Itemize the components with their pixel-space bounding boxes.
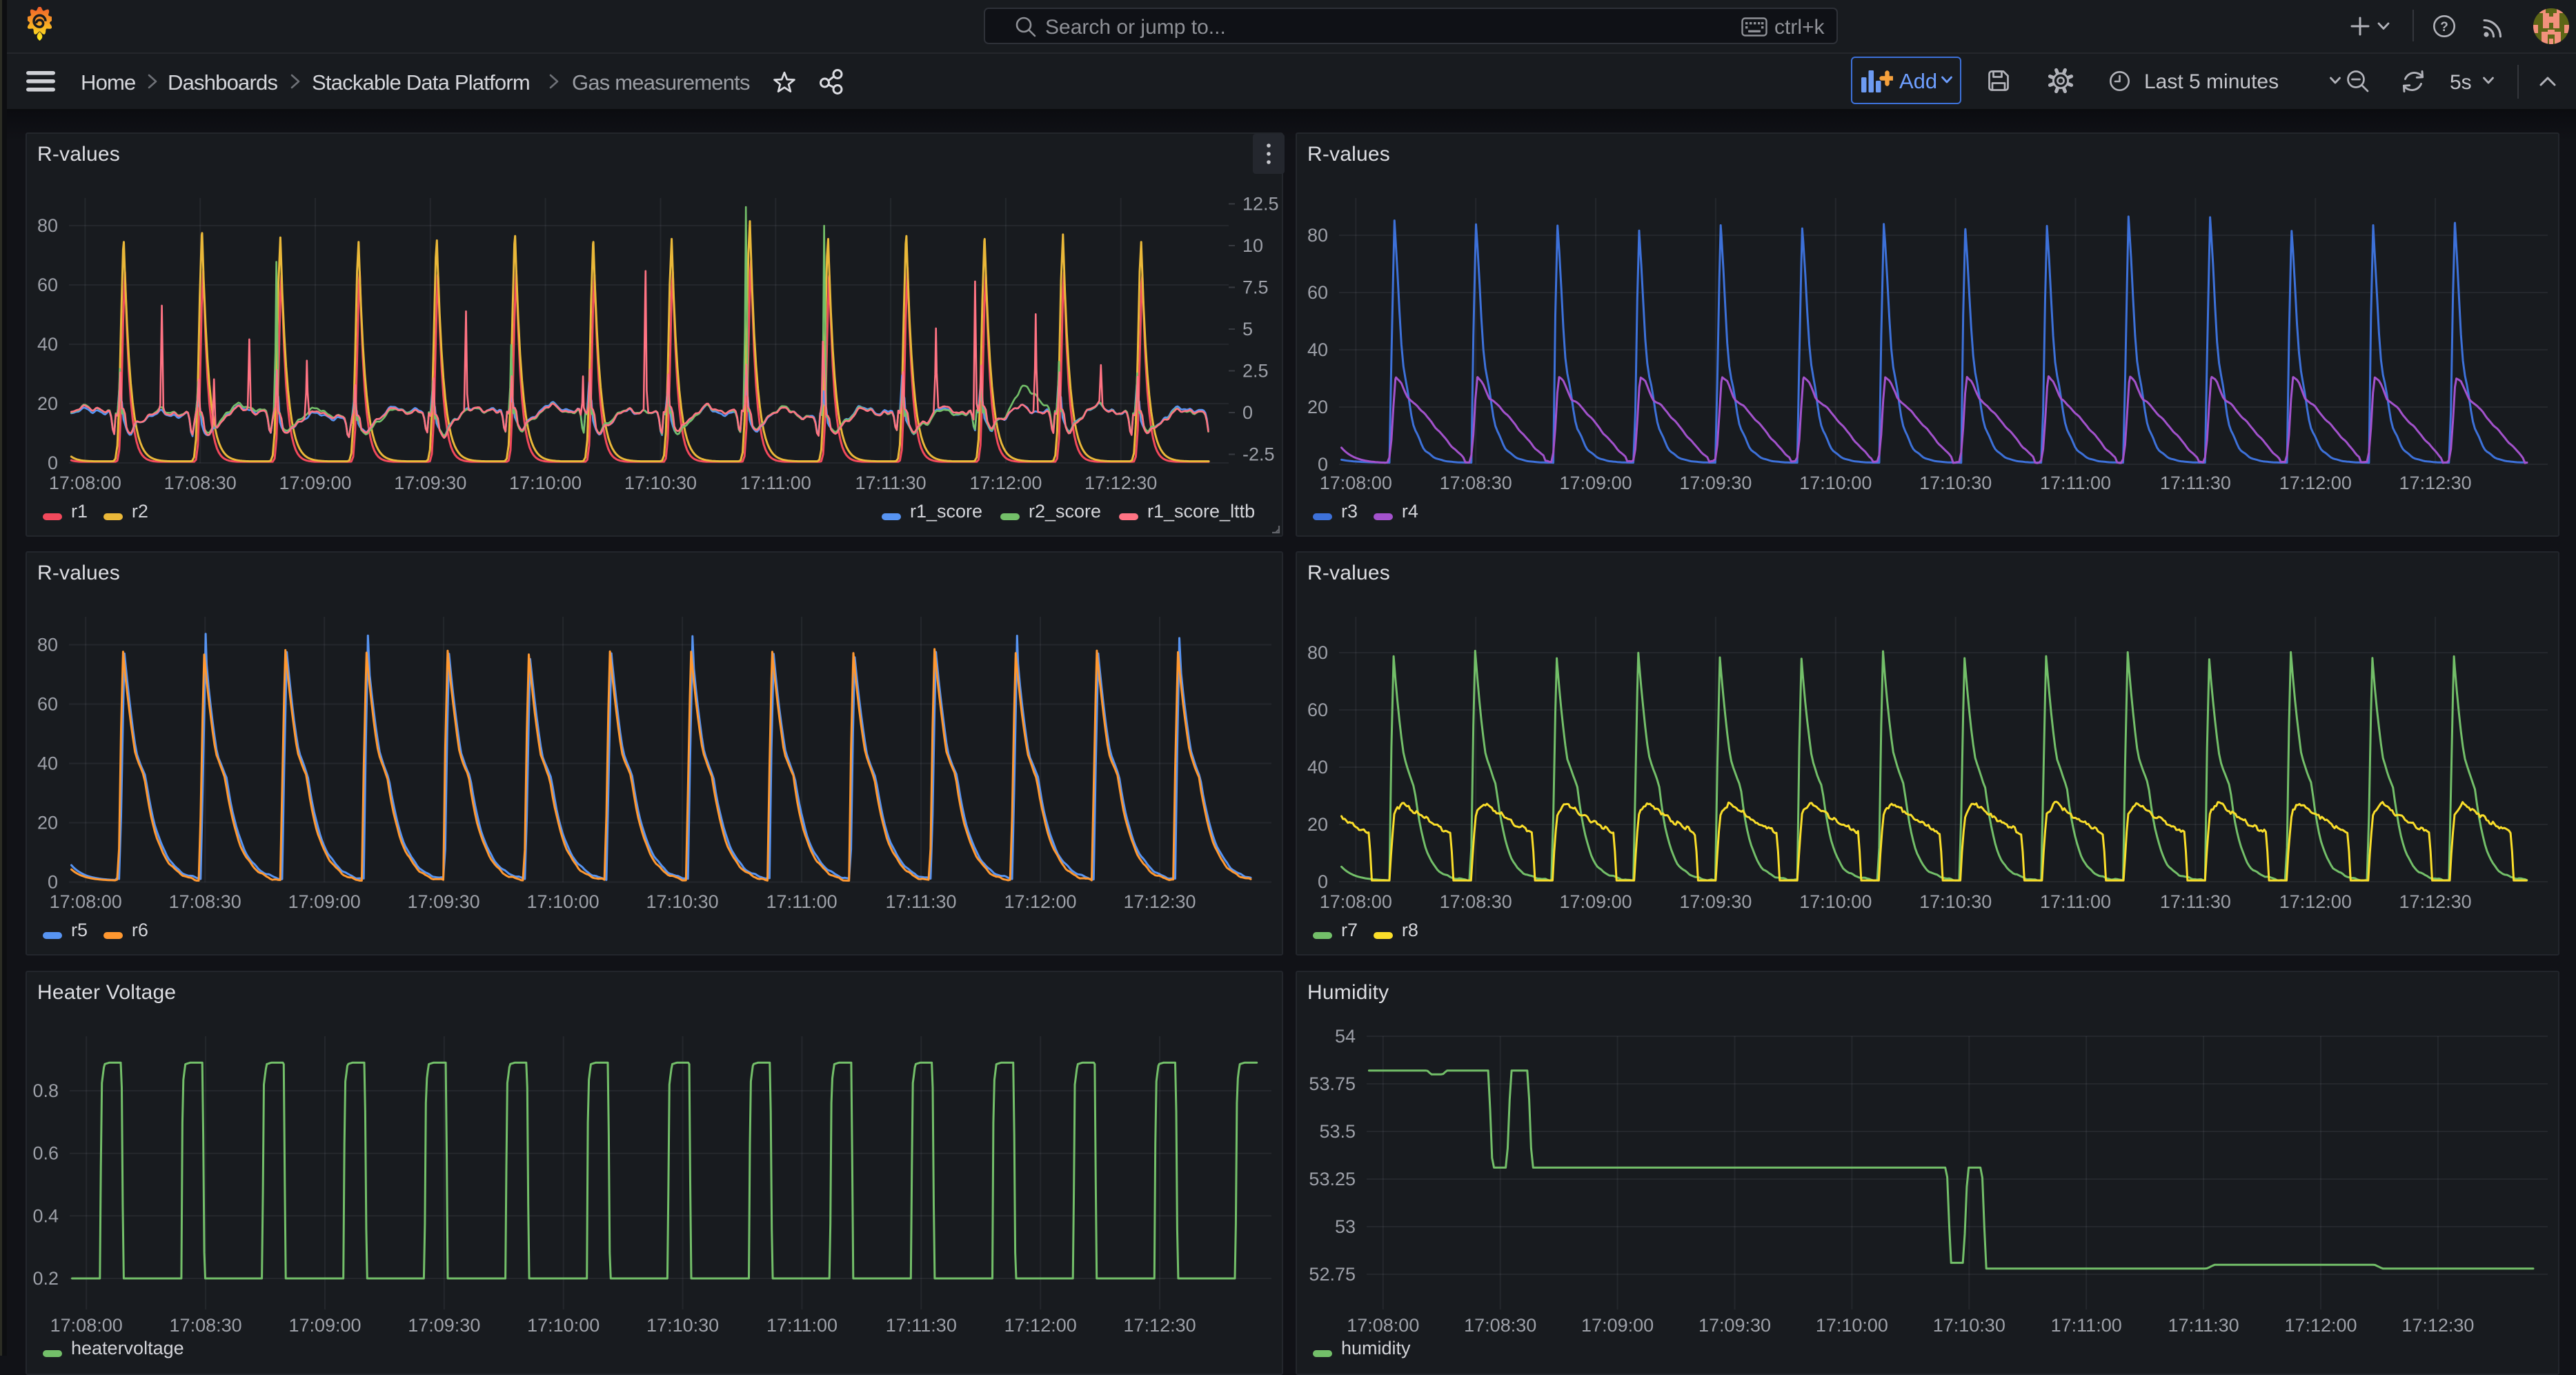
svg-text:20: 20	[37, 393, 58, 414]
svg-text:17:10:00: 17:10:00	[1799, 473, 1872, 493]
svg-text:17:09:30: 17:09:30	[1679, 891, 1752, 912]
svg-text:17:09:00: 17:09:00	[288, 891, 361, 912]
svg-text:17:09:00: 17:09:00	[279, 473, 351, 493]
svg-text:17:08:30: 17:08:30	[1464, 1315, 1536, 1336]
svg-text:0: 0	[1318, 454, 1328, 475]
svg-text:17:10:00: 17:10:00	[527, 1315, 600, 1336]
svg-text:?: ?	[2440, 20, 2448, 34]
svg-text:17:09:30: 17:09:30	[408, 1315, 480, 1336]
svg-text:17:08:00: 17:08:00	[1320, 473, 1392, 493]
svg-text:17:12:30: 17:12:30	[2399, 891, 2472, 912]
svg-text:54: 54	[1335, 1026, 1356, 1047]
svg-text:60: 60	[1307, 700, 1328, 720]
svg-text:17:09:00: 17:09:00	[1560, 891, 1632, 912]
svg-text:80: 80	[37, 635, 58, 655]
svg-text:17:12:30: 17:12:30	[2399, 473, 2472, 493]
svg-text:40: 40	[1307, 339, 1328, 360]
svg-text:17:09:30: 17:09:30	[1698, 1315, 1771, 1336]
svg-text:60: 60	[37, 275, 58, 295]
svg-text:17:10:30: 17:10:30	[646, 1315, 719, 1336]
svg-text:17:11:30: 17:11:30	[885, 891, 956, 912]
svg-text:5: 5	[1242, 319, 1253, 339]
svg-text:53.5: 53.5	[1319, 1121, 1356, 1142]
svg-text:17:12:00: 17:12:00	[2279, 891, 2352, 912]
svg-text:17:08:30: 17:08:30	[170, 1315, 242, 1336]
svg-text:17:10:30: 17:10:30	[1933, 1315, 2005, 1336]
svg-text:17:12:30: 17:12:30	[2401, 1315, 2474, 1336]
svg-text:17:10:00: 17:10:00	[1799, 891, 1872, 912]
svg-text:17:11:30: 17:11:30	[2168, 1315, 2239, 1336]
svg-text:17:11:00: 17:11:00	[2040, 473, 2111, 493]
svg-text:17:12:00: 17:12:00	[1004, 1315, 1077, 1336]
svg-text:17:08:30: 17:08:30	[169, 891, 241, 912]
svg-text:17:11:30: 17:11:30	[855, 473, 927, 493]
svg-text:-2.5: -2.5	[1242, 444, 1275, 465]
svg-text:17:09:30: 17:09:30	[408, 891, 480, 912]
svg-text:17:11:30: 17:11:30	[886, 1315, 957, 1336]
svg-text:80: 80	[1307, 642, 1328, 663]
svg-text:0: 0	[48, 453, 58, 473]
svg-text:17:10:30: 17:10:30	[1919, 473, 1992, 493]
svg-text:17:08:00: 17:08:00	[50, 891, 122, 912]
svg-text:17:11:00: 17:11:00	[2051, 1315, 2122, 1336]
svg-text:17:09:30: 17:09:30	[394, 473, 466, 493]
svg-text:17:08:30: 17:08:30	[1440, 891, 1512, 912]
svg-text:17:09:00: 17:09:00	[1560, 473, 1632, 493]
svg-text:0.2: 0.2	[32, 1268, 59, 1289]
svg-text:60: 60	[1307, 282, 1328, 303]
svg-text:17:09:30: 17:09:30	[1679, 473, 1752, 493]
svg-text:17:11:00: 17:11:00	[766, 1315, 838, 1336]
svg-text:20: 20	[1307, 397, 1328, 417]
svg-text:20: 20	[1307, 814, 1328, 835]
svg-text:10: 10	[1242, 235, 1263, 256]
svg-text:17:08:00: 17:08:00	[50, 1315, 123, 1336]
svg-text:17:09:00: 17:09:00	[288, 1315, 361, 1336]
svg-text:17:12:00: 17:12:00	[2279, 473, 2352, 493]
svg-text:17:08:30: 17:08:30	[164, 473, 237, 493]
svg-text:53.75: 53.75	[1309, 1074, 1356, 1094]
svg-text:0.4: 0.4	[32, 1205, 59, 1226]
svg-text:0.6: 0.6	[32, 1143, 59, 1164]
svg-text:17:09:00: 17:09:00	[1581, 1315, 1654, 1336]
svg-text:53.25: 53.25	[1309, 1169, 1356, 1189]
svg-text:17:11:30: 17:11:30	[2160, 473, 2231, 493]
svg-text:17:08:00: 17:08:00	[1347, 1315, 1419, 1336]
svg-text:17:11:00: 17:11:00	[740, 473, 811, 493]
svg-text:53: 53	[1335, 1216, 1356, 1237]
svg-text:17:10:00: 17:10:00	[509, 473, 582, 493]
svg-text:17:10:00: 17:10:00	[527, 891, 600, 912]
svg-text:80: 80	[37, 215, 58, 236]
svg-text:7.5: 7.5	[1242, 277, 1269, 298]
svg-text:17:10:30: 17:10:30	[624, 473, 697, 493]
svg-text:17:11:30: 17:11:30	[2160, 891, 2231, 912]
svg-text:2.5: 2.5	[1242, 361, 1269, 382]
svg-text:17:12:00: 17:12:00	[1004, 891, 1076, 912]
svg-text:17:12:00: 17:12:00	[2284, 1315, 2357, 1336]
svg-text:52.75: 52.75	[1309, 1264, 1356, 1285]
svg-text:60: 60	[37, 694, 58, 715]
svg-text:0: 0	[1242, 402, 1253, 423]
svg-text:40: 40	[37, 334, 58, 355]
svg-text:17:08:00: 17:08:00	[49, 473, 121, 493]
svg-text:17:12:30: 17:12:30	[1123, 891, 1196, 912]
svg-text:40: 40	[1307, 757, 1328, 778]
svg-text:0.8: 0.8	[32, 1080, 59, 1101]
svg-text:0: 0	[48, 872, 58, 893]
svg-text:17:12:30: 17:12:30	[1084, 473, 1157, 493]
svg-text:17:11:00: 17:11:00	[2040, 891, 2111, 912]
svg-text:17:10:30: 17:10:30	[1919, 891, 1992, 912]
svg-text:12.5: 12.5	[1242, 194, 1279, 215]
svg-text:17:10:00: 17:10:00	[1816, 1315, 1888, 1336]
svg-text:20: 20	[37, 813, 58, 833]
svg-text:0: 0	[1318, 871, 1328, 892]
svg-text:40: 40	[37, 753, 58, 774]
svg-text:17:11:00: 17:11:00	[766, 891, 838, 912]
svg-text:80: 80	[1307, 225, 1328, 246]
svg-text:17:12:30: 17:12:30	[1124, 1315, 1196, 1336]
svg-text:17:12:00: 17:12:00	[969, 473, 1042, 493]
svg-text:17:08:30: 17:08:30	[1440, 473, 1512, 493]
svg-text:17:08:00: 17:08:00	[1320, 891, 1392, 912]
svg-text:17:10:30: 17:10:30	[646, 891, 719, 912]
